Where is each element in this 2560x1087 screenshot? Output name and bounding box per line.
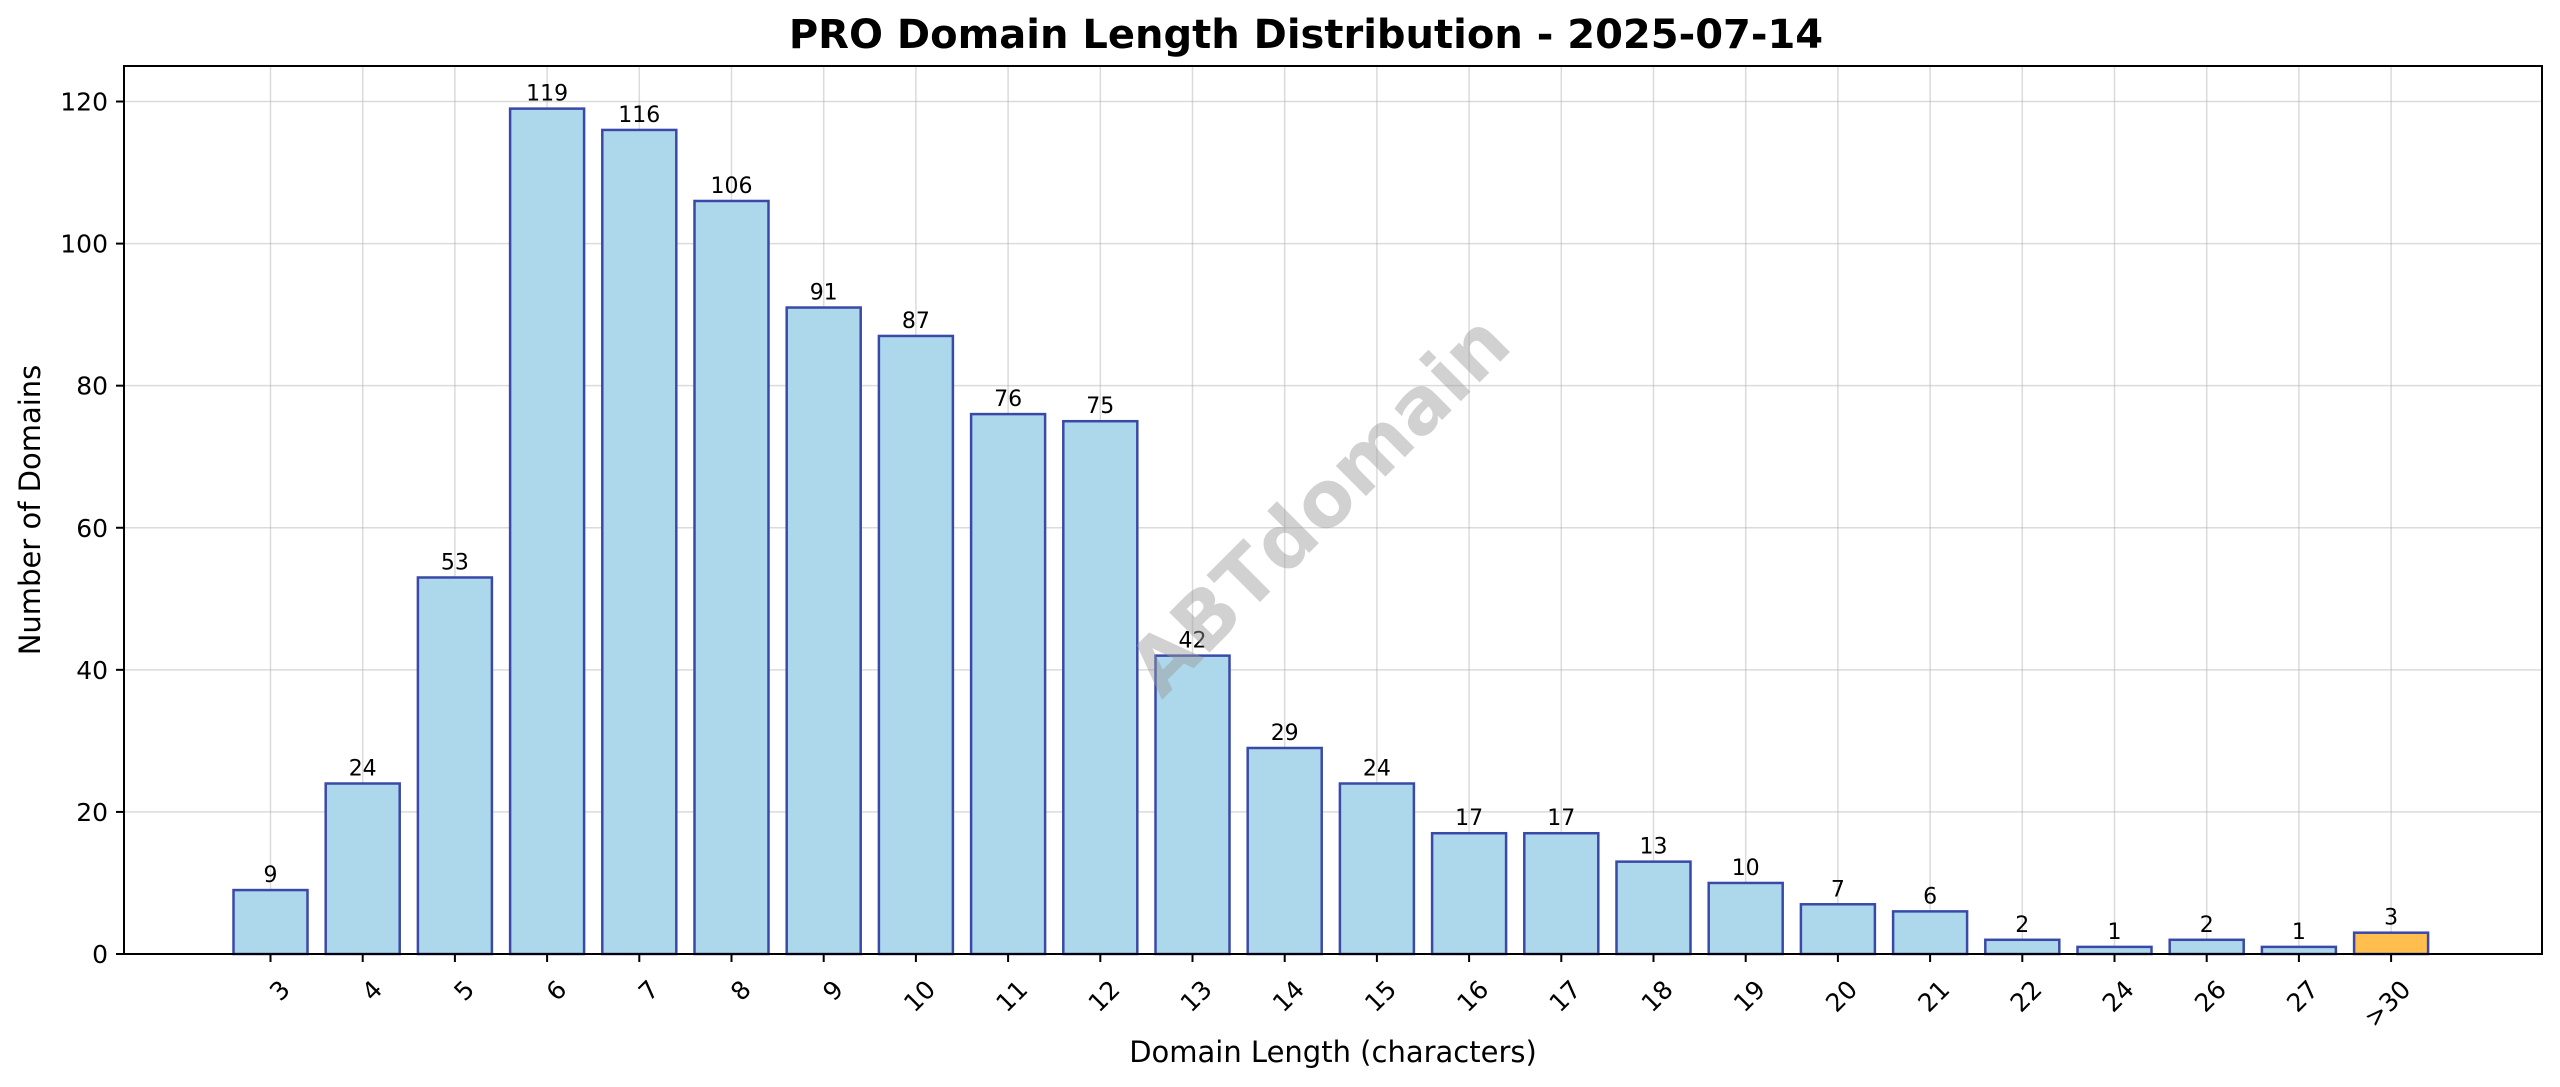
x-tick-label: 7	[633, 975, 665, 1007]
x-tick-label: 20	[1820, 975, 1863, 1018]
bar	[2260, 945, 2338, 956]
bar-value-label: 2	[2015, 913, 2029, 938]
x-tick-label: 6	[541, 975, 573, 1007]
bar	[1062, 419, 1139, 956]
bar-value-label: 2	[2200, 913, 2214, 938]
x-tick-label: 5	[448, 975, 480, 1007]
x-tick-label: 19	[1728, 975, 1771, 1018]
chart-title: PRO Domain Length Distribution - 2025-07…	[789, 12, 1823, 58]
bar-value-label: 53	[441, 550, 469, 575]
bar-value-label: 91	[810, 281, 838, 306]
bar-value-label: 119	[526, 82, 568, 107]
x-tick-label: 12	[1083, 975, 1126, 1018]
x-tick-label: 8	[725, 975, 757, 1007]
bar-value-label: 6	[1923, 884, 1937, 909]
bars	[232, 107, 2430, 956]
bar	[232, 888, 309, 956]
bar	[1984, 938, 2061, 956]
bar-value-label: 13	[1640, 835, 1668, 860]
y-tick-label: 100	[60, 230, 108, 259]
x-tick-label: >30	[2359, 975, 2417, 1033]
y-tick-label: 120	[60, 88, 108, 117]
y-tick-label: 60	[76, 514, 108, 543]
bar-value-label: 1	[2292, 920, 2306, 945]
x-tick-label: 11	[990, 975, 1033, 1018]
x-tick-label: 14	[1267, 975, 1310, 1018]
bar	[2352, 931, 2430, 956]
x-tick-label: 18	[1636, 975, 1679, 1018]
bar-value-label: 75	[1086, 394, 1114, 419]
x-tick-label: 17	[1544, 975, 1587, 1018]
bar-value-label: 76	[994, 387, 1022, 412]
y-tick-label: 0	[92, 940, 108, 969]
bar	[969, 412, 1047, 956]
bar-value-label: 29	[1271, 721, 1299, 746]
x-tick-label: 13	[1175, 975, 1218, 1018]
bar	[416, 576, 494, 956]
bar-value-label: 7	[1831, 877, 1845, 902]
bar-value-label: 17	[1547, 806, 1575, 831]
x-tick-label: 9	[817, 975, 849, 1007]
y-axis-ticks: 0 20 40 60 80 100 120	[60, 88, 124, 969]
y-tick-label: 40	[76, 656, 108, 685]
bar	[785, 306, 862, 956]
x-tick-label: 4	[356, 975, 388, 1007]
bar	[601, 128, 678, 956]
bar	[1338, 782, 1416, 956]
x-tick-label: 27	[2281, 975, 2324, 1018]
bar-value-label: 87	[902, 309, 930, 334]
y-tick-label: 80	[76, 372, 108, 401]
x-axis-ticks: 3 4 5 6 7 8 9 10 11 12 13 14 15 16 17 18 19 20 21 22 24 26 27 >…	[264, 954, 2416, 1033]
y-axis-label: Number of Domains	[13, 365, 47, 656]
y-tick-label: 20	[76, 798, 108, 827]
bar	[1707, 881, 1784, 956]
bar	[1523, 831, 1600, 956]
plot-frame	[123, 65, 2543, 955]
bar-value-label: 10	[1732, 856, 1760, 881]
bar-value-label: 3	[2384, 906, 2398, 931]
bar	[508, 107, 586, 956]
bar	[1430, 831, 1508, 956]
bar	[1246, 746, 1323, 956]
bar-value-label: 42	[1179, 629, 1207, 654]
bar-value-label: 106	[711, 174, 753, 199]
bar	[324, 782, 401, 956]
x-tick-label: 21	[1912, 975, 1955, 1018]
bar	[1154, 654, 1231, 956]
bar	[1615, 860, 1692, 956]
x-tick-label: 26	[2189, 975, 2232, 1018]
x-tick-label: 22	[2005, 975, 2048, 1018]
bar	[877, 334, 955, 956]
watermark: ABTdomain	[1112, 298, 1528, 714]
x-tick-label: 24	[2097, 975, 2140, 1018]
x-tick-label: 16	[1451, 975, 1494, 1018]
bar	[1799, 903, 1877, 956]
bar-value-label: 17	[1455, 806, 1483, 831]
bar	[693, 199, 770, 956]
x-tick-label: 15	[1359, 975, 1402, 1018]
bar-value-label: 1	[2108, 920, 2122, 945]
x-axis-label: Domain Length (characters)	[1129, 1035, 1537, 1069]
x-tick-label: 3	[264, 975, 296, 1007]
bar-value-label: 24	[349, 757, 377, 782]
bar	[2168, 938, 2245, 956]
bar-value-label: 24	[1363, 757, 1391, 782]
bar	[1891, 910, 1969, 956]
x-tick-label: 10	[898, 975, 941, 1018]
bar-value-label: 116	[618, 103, 660, 128]
bar	[2076, 945, 2153, 956]
bar-value-label: 9	[264, 863, 278, 888]
